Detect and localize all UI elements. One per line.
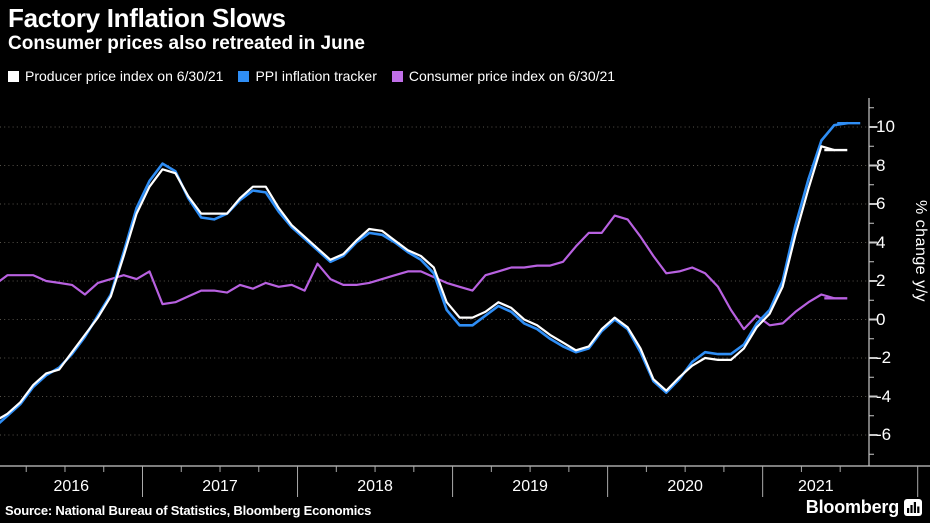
legend-label: PPI inflation tracker bbox=[255, 68, 377, 84]
legend-swatch-icon bbox=[391, 70, 403, 82]
y-tick-label: 8 bbox=[876, 155, 886, 175]
x-tick-label: 2017 bbox=[202, 478, 238, 495]
legend-swatch-icon bbox=[238, 70, 250, 82]
bloomberg-wordmark: Bloomberg bbox=[805, 497, 899, 517]
legend-item-0: Producer price index on 6/30/21 bbox=[8, 68, 223, 84]
y-tick-label: 2 bbox=[876, 271, 886, 290]
chart-subtitle: Consumer prices also retreated in June bbox=[8, 33, 365, 54]
series-line-0 bbox=[0, 214, 836, 331]
source-text: Source: National Bureau of Statistics, B… bbox=[5, 503, 372, 518]
y-axis-title: % change y/y bbox=[912, 200, 929, 303]
y-tick-label: 10 bbox=[876, 117, 895, 136]
series-line-2 bbox=[0, 145, 836, 420]
x-tick-label: 2018 bbox=[357, 478, 393, 495]
legend-item-1: PPI inflation tracker bbox=[238, 68, 377, 84]
x-tick-label: 2019 bbox=[512, 478, 548, 495]
bloomberg-brand: Bloomberg bbox=[806, 497, 922, 518]
legend-item-2: Consumer price index on 6/30/21 bbox=[391, 68, 616, 84]
y-tick-label: 6 bbox=[876, 194, 886, 213]
y-tick-label: -4 bbox=[876, 386, 892, 406]
x-tick-label: 2020 bbox=[667, 478, 703, 495]
bloomberg-terminal-icon bbox=[904, 499, 922, 516]
chart-title: Factory Inflation Slows bbox=[8, 3, 286, 33]
y-tick-label: 4 bbox=[876, 232, 886, 252]
legend: Producer price index on 6/30/21 PPI infla… bbox=[8, 68, 615, 84]
y-tick-label: -6 bbox=[876, 425, 892, 444]
legend-label: Consumer price index on 6/30/21 bbox=[408, 68, 616, 84]
legend-swatch-icon bbox=[8, 70, 19, 82]
y-tick-label: 0 bbox=[876, 309, 886, 329]
x-tick-label: 2016 bbox=[53, 478, 90, 495]
x-tick-label: 2021 bbox=[798, 478, 834, 495]
legend-label: Producer price index on 6/30/21 bbox=[25, 68, 224, 84]
series-line-1 bbox=[0, 121, 849, 425]
y-tick-label: -2 bbox=[876, 348, 892, 367]
